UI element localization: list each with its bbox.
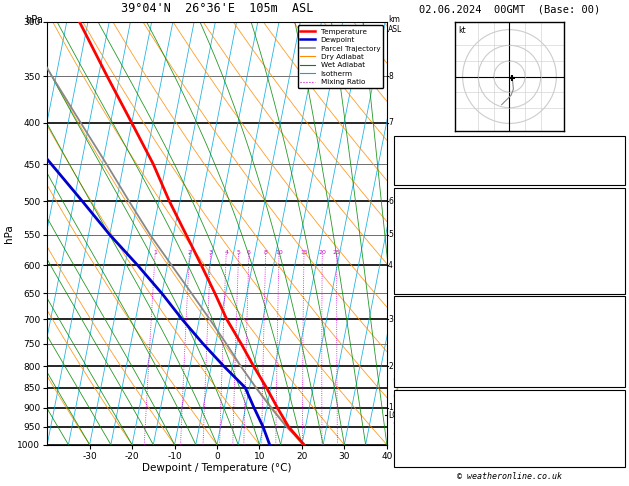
Text: EH: EH [397,407,407,417]
Text: 6: 6 [247,250,251,255]
Text: 10: 10 [275,250,283,255]
Text: © weatheronline.co.uk: © weatheronline.co.uk [457,472,562,481]
Text: StmDir: StmDir [397,436,426,446]
Text: CIN (J): CIN (J) [397,278,431,287]
Text: Dewp (°C): Dewp (°C) [397,220,441,229]
Text: Lifted Index: Lifted Index [397,249,455,258]
Text: 8: 8 [264,250,267,255]
Text: 0: 0 [617,278,622,287]
Text: Pressure (mb): Pressure (mb) [397,313,460,323]
Text: CIN (J): CIN (J) [397,372,431,381]
Text: km
ASL: km ASL [388,15,403,34]
Text: Totals Totals: Totals Totals [397,154,460,163]
Text: 3: 3 [388,315,393,324]
Text: 0: 0 [617,372,622,381]
Text: 20.5: 20.5 [603,205,622,214]
Text: 280°: 280° [603,436,622,446]
Text: 5: 5 [237,250,240,255]
Text: LCL: LCL [388,411,402,420]
Text: Mixing Ratio (g/kg): Mixing Ratio (g/kg) [420,193,429,273]
Text: 39°04'N  26°36'E  105m  ASL: 39°04'N 26°36'E 105m ASL [121,1,313,15]
Text: 2: 2 [187,250,191,255]
Text: 1: 1 [388,403,393,412]
Text: hPa: hPa [25,16,43,25]
Text: 14: 14 [612,422,622,431]
Text: 0: 0 [617,357,622,366]
Text: SREH: SREH [397,422,416,431]
Text: CAPE (J): CAPE (J) [397,263,436,273]
Text: 321: 321 [608,328,622,337]
Text: 4: 4 [224,250,228,255]
X-axis label: Dewpoint / Temperature (°C): Dewpoint / Temperature (°C) [142,464,292,473]
Text: 0: 0 [617,263,622,273]
Text: 4: 4 [388,261,393,270]
Text: CAPE (J): CAPE (J) [397,357,436,366]
Text: Lifted Index: Lifted Index [397,343,455,352]
Text: 15: 15 [300,250,308,255]
Text: 25: 25 [333,250,341,255]
Text: K: K [397,139,402,148]
Text: 319: 319 [608,234,622,243]
Legend: Temperature, Dewpoint, Parcel Trajectory, Dry Adiabat, Wet Adiabat, Isotherm, Mi: Temperature, Dewpoint, Parcel Trajectory… [298,25,383,88]
Text: 14: 14 [612,139,622,148]
Text: 2: 2 [388,362,393,371]
Text: kt: kt [458,26,465,35]
Text: StmSpd (kt): StmSpd (kt) [397,451,450,460]
Text: PW (cm): PW (cm) [397,169,431,178]
Text: Surface: Surface [491,191,528,200]
Text: 38: 38 [612,154,622,163]
Text: Hodograph: Hodograph [486,393,533,402]
Y-axis label: hPa: hPa [4,224,14,243]
Text: 950: 950 [608,313,622,323]
Text: 8: 8 [388,71,393,81]
Text: 1: 1 [153,250,157,255]
Text: 12.4: 12.4 [603,220,622,229]
Text: 5: 5 [388,230,393,239]
Text: 20: 20 [318,250,326,255]
Text: 7: 7 [617,407,622,417]
Text: 02.06.2024  00GMT  (Base: 00): 02.06.2024 00GMT (Base: 00) [419,4,600,15]
Text: 4: 4 [617,451,622,460]
Text: θe (K): θe (K) [397,328,426,337]
Text: 3: 3 [209,250,213,255]
Text: Most Unstable: Most Unstable [476,299,543,308]
Text: 7: 7 [388,119,393,127]
Text: Temp (°C): Temp (°C) [397,205,441,214]
Text: 8: 8 [617,249,622,258]
Text: 1.95: 1.95 [603,169,622,178]
Text: 7: 7 [617,343,622,352]
Text: θe(K): θe(K) [397,234,421,243]
Text: 6: 6 [388,197,393,206]
